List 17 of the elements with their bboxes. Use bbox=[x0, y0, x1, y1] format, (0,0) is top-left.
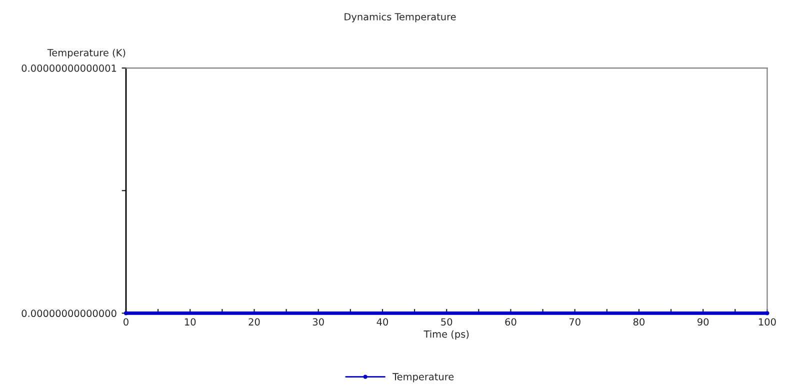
x-tick-label: 20 bbox=[248, 318, 260, 326]
x-tick-label: 80 bbox=[633, 318, 644, 326]
y-tick-label: 0.00000000000000 bbox=[22, 310, 116, 318]
x-tick-label: 70 bbox=[569, 318, 580, 326]
x-tick-label: 100 bbox=[758, 318, 776, 326]
x-tick-label: 50 bbox=[441, 318, 452, 326]
x-tick-label: 60 bbox=[505, 318, 516, 326]
x-tick-label: 10 bbox=[185, 318, 196, 326]
x-tick-label: 90 bbox=[698, 318, 709, 326]
x-axis-title: Time (ps) bbox=[424, 330, 469, 340]
x-tick-label: 0 bbox=[124, 318, 128, 326]
y-tick-label: 0.00000000000001 bbox=[22, 64, 116, 72]
x-tick-label: 40 bbox=[376, 318, 388, 326]
x-tick-label: 30 bbox=[312, 318, 324, 326]
chart-title: Dynamics Temperature bbox=[344, 12, 456, 22]
y-axis-title: Temperature (K) bbox=[47, 48, 126, 58]
legend-label: Temperature bbox=[392, 373, 454, 382]
